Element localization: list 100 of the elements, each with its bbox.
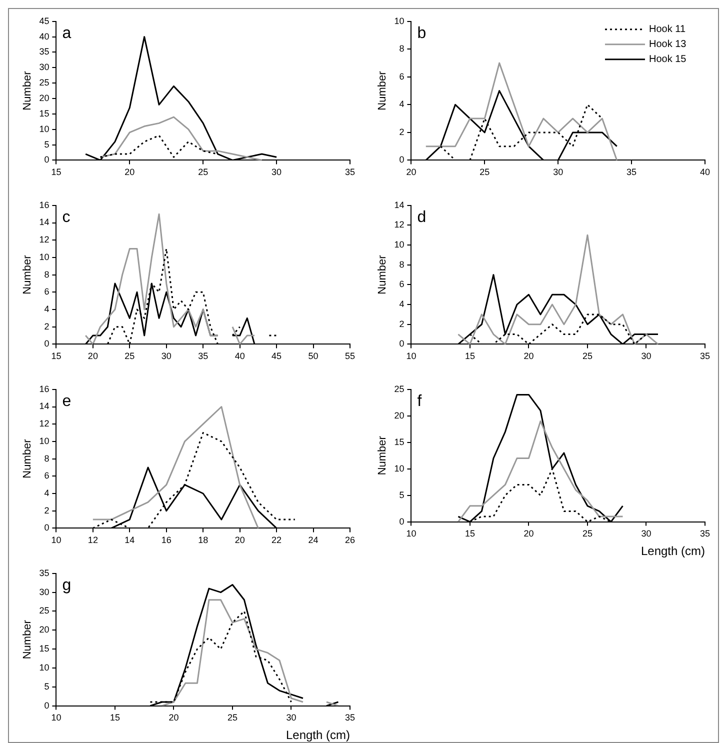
x-tick-label: 25: [198, 167, 208, 178]
y-tick-label: 4: [399, 299, 404, 310]
chart-title: g: [62, 576, 72, 594]
y-tick-label: 40: [39, 31, 50, 42]
x-tick-label: 20: [234, 535, 245, 546]
y-tick-label: 20: [39, 624, 50, 635]
y-axis-title: Number: [22, 438, 34, 478]
x-axis-title: Length (cm): [640, 544, 705, 558]
x-tick-label: 10: [51, 535, 62, 546]
y-tick-label: 2: [399, 126, 404, 137]
x-tick-label: 35: [626, 167, 637, 178]
x-tick-label: 22: [272, 535, 282, 546]
y-tick-label: 5: [44, 681, 50, 692]
y-tick-label: 2: [399, 318, 404, 329]
x-tick-label: 14: [124, 535, 135, 546]
y-tick-label: 12: [39, 418, 50, 429]
y-tick-label: 6: [399, 279, 404, 290]
y-tick-label: 15: [394, 436, 404, 447]
x-tick-label: 55: [344, 351, 356, 362]
y-axis-title: Number: [376, 70, 389, 110]
x-tick-label: 15: [51, 167, 62, 178]
y-tick-label: 0: [399, 516, 404, 526]
y-tick-label: 2: [44, 505, 50, 516]
y-tick-label: 25: [39, 606, 50, 616]
x-tick-label: 30: [553, 167, 564, 178]
x-tick-label: 10: [51, 712, 62, 723]
x-tick-label: 25: [124, 351, 135, 362]
x-tick-label: 20: [168, 712, 179, 723]
y-tick-label: 8: [399, 259, 404, 270]
y-tick-label: 0: [44, 700, 50, 710]
y-tick-label: 10: [39, 124, 50, 134]
x-tick-label: 20: [524, 528, 534, 539]
y-tick-label: 4: [44, 488, 50, 498]
y-tick-label: 10: [394, 463, 404, 474]
y-axis-title: Number: [22, 620, 34, 660]
y-tick-label: 0: [44, 338, 50, 349]
x-tick-label: 15: [51, 351, 62, 362]
x-tick-label: 18: [198, 535, 208, 546]
y-tick-label: 8: [44, 269, 50, 280]
y-tick-label: 6: [44, 286, 50, 297]
y-tick-label: 12: [39, 234, 50, 245]
x-tick-label: 24: [308, 535, 318, 546]
y-tick-label: 16: [39, 200, 50, 210]
y-tick-label: 0: [399, 338, 404, 349]
x-tick-label: 35: [344, 167, 356, 178]
x-tick-label: 10: [406, 351, 416, 362]
x-tick-label: 20: [406, 167, 416, 178]
y-tick-label: 0: [399, 154, 404, 165]
y-tick-label: 30: [39, 586, 50, 597]
y-tick-label: 20: [39, 92, 50, 103]
x-tick-label: 25: [227, 712, 238, 723]
y-tick-label: 8: [399, 44, 404, 54]
y-tick-label: 5: [399, 490, 404, 500]
y-tick-label: 4: [44, 304, 50, 314]
y-tick-label: 25: [39, 78, 50, 88]
y-tick-label: 10: [39, 436, 50, 446]
x-tick-label: 30: [161, 351, 172, 362]
y-axis-title: Number: [376, 436, 389, 476]
y-tick-label: 6: [399, 71, 404, 82]
x-tick-label: 30: [641, 351, 652, 362]
y-tick-label: 0: [44, 522, 50, 533]
y-axis-title: Number: [376, 254, 389, 294]
x-tick-label: 26: [344, 535, 356, 546]
y-tick-label: 15: [39, 644, 50, 654]
y-tick-label: 10: [39, 662, 50, 672]
x-tick-label: 15: [464, 528, 475, 539]
chart-title: e: [62, 392, 72, 410]
chart-title: c: [62, 208, 70, 226]
y-tick-label: 25: [394, 384, 404, 394]
y-tick-label: 16: [39, 384, 50, 394]
x-tick-label: 12: [88, 535, 98, 546]
y-tick-label: 14: [394, 200, 404, 210]
x-tick-label: 35: [198, 351, 208, 362]
x-tick-label: 25: [480, 167, 490, 178]
y-tick-label: 4: [399, 99, 404, 110]
y-tick-label: 30: [39, 62, 50, 72]
legend-label: Hook 15: [649, 54, 687, 66]
y-tick-label: 20: [394, 410, 404, 420]
y-tick-label: 5: [44, 139, 50, 150]
x-tick-label: 10: [406, 528, 416, 539]
x-tick-label: 16: [161, 535, 172, 546]
x-tick-label: 30: [272, 167, 282, 178]
chart-title: b: [417, 24, 426, 42]
x-tick-label: 20: [88, 351, 98, 362]
y-tick-label: 15: [39, 108, 50, 118]
y-tick-label: 0: [44, 154, 50, 165]
x-tick-label: 45: [272, 351, 282, 362]
x-tick-label: 15: [464, 351, 475, 362]
x-tick-label: 30: [286, 712, 296, 723]
legend-label: Hook 13: [649, 39, 687, 50]
chart-title: d: [417, 208, 426, 226]
x-tick-label: 20: [124, 167, 135, 178]
legend-label: Hook 11: [649, 24, 686, 36]
x-tick-label: 35: [700, 528, 710, 539]
chart-title: f: [417, 392, 422, 410]
y-axis-title: Number: [22, 70, 34, 110]
y-tick-label: 45: [39, 16, 50, 26]
x-tick-label: 20: [524, 351, 534, 362]
y-tick-label: 8: [44, 453, 50, 464]
x-tick-label: 35: [344, 712, 356, 723]
